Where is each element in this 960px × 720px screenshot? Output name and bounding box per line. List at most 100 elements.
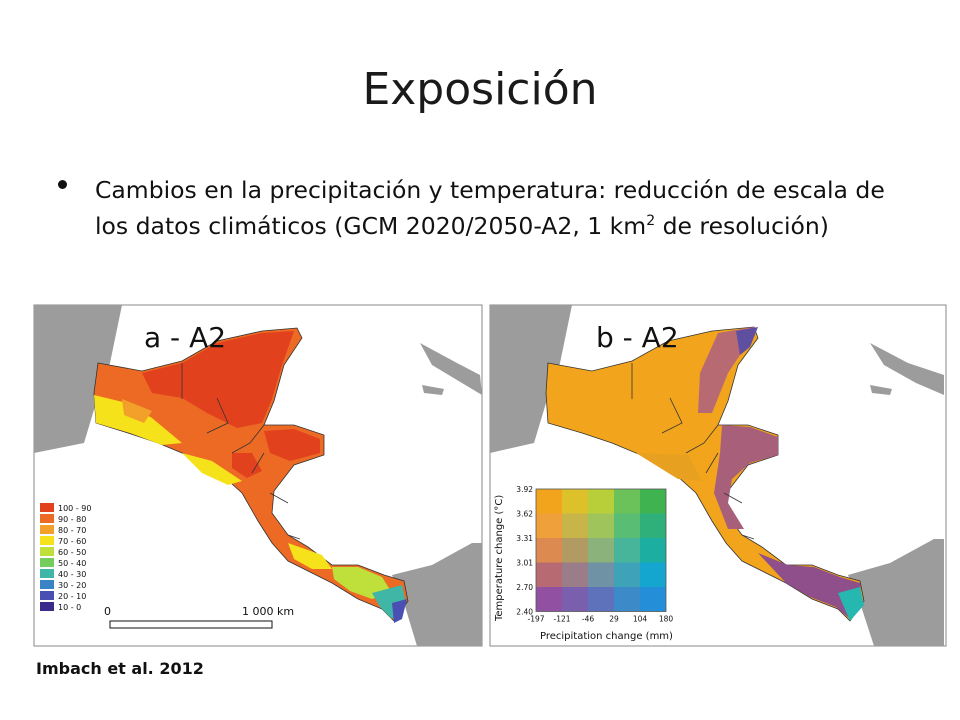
legend-swatch bbox=[40, 503, 54, 512]
jamaica-land-a bbox=[422, 385, 444, 395]
legend-cell bbox=[536, 538, 562, 563]
region-red-a3 bbox=[232, 453, 262, 478]
legend-label: 60 - 50 bbox=[58, 548, 86, 557]
region-orange-a1 bbox=[122, 399, 152, 423]
legend-a: 100 - 90 90 - 80 80 - 70 70 - 60 60 - 50 50 -… bbox=[40, 503, 91, 612]
jamaica-land-b bbox=[870, 385, 892, 395]
region-green-a bbox=[332, 567, 392, 599]
region-gold-b bbox=[636, 453, 702, 481]
south-america-land-a bbox=[392, 543, 482, 646]
legend-label: 30 - 20 bbox=[58, 581, 86, 590]
legend-cell bbox=[588, 562, 614, 587]
legend-cell bbox=[562, 587, 588, 612]
legend-cell bbox=[640, 513, 666, 538]
cuba-land-b bbox=[870, 343, 944, 395]
y-tick-label: 3.62 bbox=[516, 510, 533, 519]
map-b-label: b - A2 bbox=[596, 321, 679, 354]
legend-label: 20 - 10 bbox=[58, 592, 86, 601]
region-red-a2 bbox=[264, 429, 320, 461]
x-tick-label: -121 bbox=[553, 615, 570, 624]
region-purple-b2 bbox=[758, 553, 862, 619]
scale-end-label: 1 000 km bbox=[242, 605, 294, 618]
legend-label: 100 - 90 bbox=[58, 504, 91, 513]
legend-cell bbox=[536, 587, 562, 612]
legend-cell bbox=[640, 489, 666, 514]
legend-cell bbox=[588, 489, 614, 514]
mexico-land-b bbox=[490, 305, 572, 453]
legend-swatch bbox=[40, 558, 54, 567]
region-mauve-b2 bbox=[714, 425, 778, 529]
legend-cell bbox=[562, 513, 588, 538]
x-tick-label: 104 bbox=[633, 615, 648, 624]
y-tick-label: 3.01 bbox=[516, 559, 533, 568]
legend-cell bbox=[614, 513, 640, 538]
legend-label: 90 - 80 bbox=[58, 515, 86, 524]
bullet-dot-icon bbox=[58, 180, 67, 189]
region-teal-b bbox=[838, 587, 864, 621]
map-panel-b: b - A2 3.92 3.62 3.31 3.01 2.70 2.40 -197 -121 -… bbox=[488, 303, 948, 648]
bullet-item: Cambios en la precipitación y temperatur… bbox=[58, 172, 918, 244]
legend-cell bbox=[640, 587, 666, 612]
legend-swatch bbox=[40, 591, 54, 600]
scale-start-label: 0 bbox=[104, 605, 111, 618]
legend-cell bbox=[588, 587, 614, 612]
region-yellow-a2 bbox=[182, 453, 242, 485]
legend-cell bbox=[562, 489, 588, 514]
legend-cell bbox=[614, 538, 640, 563]
legend-swatch bbox=[40, 569, 54, 578]
map-b-graphic: b - A2 3.92 3.62 3.31 3.01 2.70 2.40-197 -121 -… bbox=[488, 303, 948, 648]
map-a-graphic: a - A2 100 - 90 90 - 80 80 - 70 70 - 60 60 -… bbox=[32, 303, 484, 648]
legend-cell bbox=[536, 489, 562, 514]
y-axis-label: Temperature change (°C) bbox=[494, 495, 505, 622]
legend-cell bbox=[640, 538, 666, 563]
x-tick-label: -46 bbox=[582, 615, 594, 624]
legend-cell bbox=[614, 562, 640, 587]
legend-swatch bbox=[40, 536, 54, 545]
legend-cell bbox=[614, 489, 640, 514]
map-a-label: a - A2 bbox=[144, 321, 226, 354]
scale-bar bbox=[109, 620, 273, 629]
y-tick-label: 3.92 bbox=[516, 485, 533, 494]
borders-a bbox=[181, 363, 301, 540]
borders-b bbox=[631, 363, 755, 540]
legend-swatch bbox=[40, 514, 54, 523]
bivariate-legend: 3.92 3.62 3.31 3.01 2.70 2.40-197 -121 -46 29 104… bbox=[516, 485, 673, 624]
cuba-land-a bbox=[420, 343, 482, 395]
bullet-text: Cambios en la precipitación y temperatur… bbox=[95, 172, 918, 244]
legend-cell bbox=[562, 538, 588, 563]
legend-cell bbox=[588, 538, 614, 563]
x-axis-label: Precipitation change (mm) bbox=[540, 631, 673, 642]
legend-cell bbox=[536, 513, 562, 538]
legend-swatch bbox=[40, 602, 54, 611]
y-tick-label: 2.40 bbox=[516, 608, 533, 617]
legend-label: 50 - 40 bbox=[58, 559, 86, 568]
legend-cell bbox=[640, 562, 666, 587]
y-tick-label: 3.31 bbox=[516, 534, 533, 543]
south-america-land-b bbox=[848, 539, 944, 646]
legend-label: 10 - 0 bbox=[58, 603, 81, 612]
region-red-a1 bbox=[142, 331, 294, 428]
legend-label: 80 - 70 bbox=[58, 526, 86, 535]
region-purple-b1 bbox=[736, 327, 758, 355]
bullet-superscript: 2 bbox=[646, 213, 656, 229]
y-tick-label: 2.70 bbox=[516, 583, 533, 592]
legend-cell bbox=[536, 562, 562, 587]
x-tick-label: -197 bbox=[527, 615, 544, 624]
legend-swatch bbox=[40, 547, 54, 556]
legend-cell bbox=[588, 513, 614, 538]
legend-cell bbox=[562, 562, 588, 587]
legend-swatch bbox=[40, 580, 54, 589]
region-blue-a bbox=[392, 599, 407, 623]
legend-cell bbox=[614, 587, 640, 612]
slide-title: Exposición bbox=[362, 64, 598, 115]
region-yellow-a3 bbox=[288, 543, 332, 569]
mexico-land-a bbox=[34, 305, 122, 453]
x-tick-label: 180 bbox=[659, 615, 674, 624]
map-panel-a: a - A2 100 - 90 90 - 80 80 - 70 70 - 60 60 -… bbox=[32, 303, 484, 648]
x-tick-label: 29 bbox=[609, 615, 619, 624]
legend-swatch bbox=[40, 525, 54, 534]
bullet-text-main: Cambios en la precipitación y temperatur… bbox=[95, 176, 885, 240]
legend-label: 70 - 60 bbox=[58, 537, 86, 546]
legend-label: 40 - 30 bbox=[58, 570, 86, 579]
citation: Imbach et al. 2012 bbox=[36, 659, 204, 678]
